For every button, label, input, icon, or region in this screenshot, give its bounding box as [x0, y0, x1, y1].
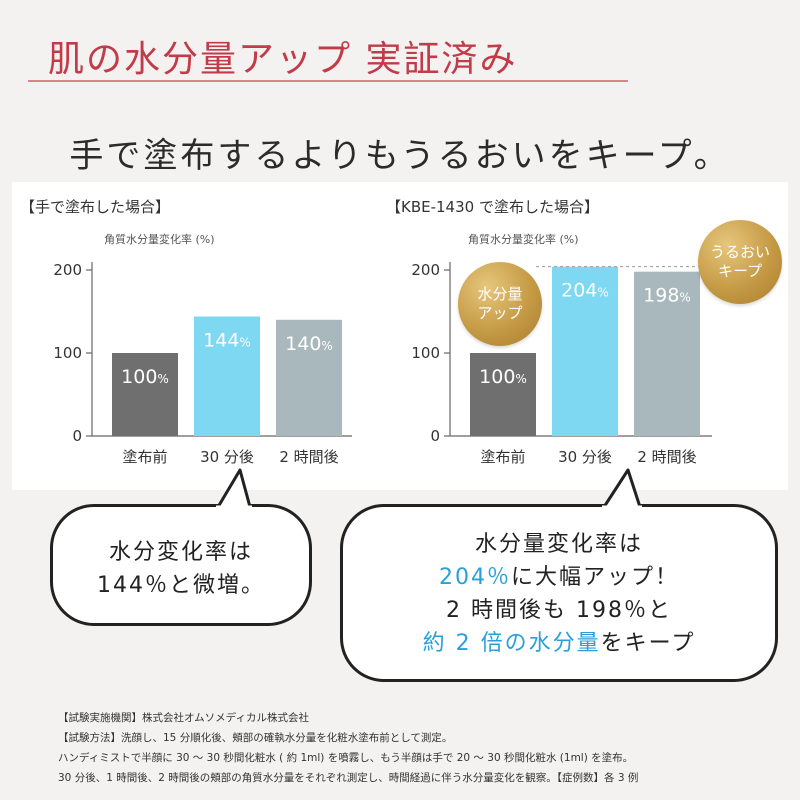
- x-category-label: 塗布前: [480, 448, 525, 466]
- bar-value-number: 140: [285, 333, 321, 355]
- x-category-label: 30 分後: [200, 448, 254, 466]
- y-tick-label: 0: [430, 427, 440, 445]
- y-tick-label: 100: [53, 344, 82, 362]
- bar-2: [276, 319, 342, 436]
- moisture-keep-badge: うるおい キープ: [698, 220, 782, 304]
- bar-value-unit: %: [321, 339, 332, 353]
- bar-value-unit: %: [597, 286, 608, 300]
- headline: 肌の水分量アップ 実証済み: [48, 39, 518, 80]
- bar-value-label: 198%: [643, 285, 691, 307]
- right-bubble-line3: 2 時間後も 198％と: [446, 598, 672, 623]
- bar-value-number: 100: [479, 366, 515, 388]
- bar-1: [552, 266, 618, 436]
- moisture-up-badge-line2: アップ: [477, 304, 523, 322]
- bar-value-unit: %: [239, 335, 250, 349]
- moisture-keep-badge-line2: キープ: [717, 262, 763, 280]
- moisture-up-badge-line1: 水分量: [477, 285, 523, 303]
- x-category-label: 塗布前: [122, 448, 167, 466]
- bar-value-number: 100: [121, 366, 157, 388]
- bar-value-number: 144: [203, 329, 239, 351]
- subheadline: 手で塗布するよりもうるおいをキープ。: [69, 136, 731, 176]
- y-tick-label: 0: [72, 427, 82, 445]
- x-category-label: 30 分後: [558, 448, 612, 466]
- right-bubble-highlight-204: 204％: [438, 565, 511, 590]
- x-category-label: 2 時間後: [637, 448, 696, 466]
- test-notes: 【試験実施機関】株式会社オムソメディカル株式会社 【試験方法】洗顔し、15 分順…: [58, 708, 778, 788]
- left-bubble-line2: 144％と微増。: [97, 573, 265, 598]
- left-speech-bubble: [50, 504, 312, 626]
- y-tick-label: 100: [411, 344, 440, 362]
- chart-hand-application: 【手で塗布した場合】角質水分量変化率 (%) 0 100 200 塗布前 100% 30 分…: [20, 198, 352, 466]
- chart-title: 【KBE-1430 で塗布した場合】: [386, 198, 599, 216]
- bar-value-label: 204%: [561, 280, 609, 302]
- bar-value-label: 144%: [203, 329, 251, 351]
- bar-value-unit: %: [157, 372, 168, 386]
- note-line-2: 【試験方法】洗顔し、15 分順化後、頬部の確執水分量を化粧水塗布前として測定。: [58, 732, 453, 744]
- bar-value-unit: %: [679, 291, 690, 305]
- bar-value-number: 198: [643, 285, 679, 307]
- bar-value-label: 100%: [121, 366, 169, 388]
- right-bubble-tail: [602, 468, 642, 510]
- bar-0: [112, 353, 178, 436]
- left-bubble-line1: 水分変化率は: [108, 540, 253, 565]
- moisture-keep-badge-line1: うるおい: [709, 243, 770, 261]
- y-tick-label: 200: [53, 261, 82, 279]
- right-bubble-line4-rest: をキープ: [600, 631, 696, 656]
- bar-value-label: 140%: [285, 333, 333, 355]
- bar-1: [194, 316, 260, 436]
- chart-kbe-application: 【KBE-1430 で塗布した場合】角質水分量変化率 (%) 0 100 200 塗布前…: [386, 198, 712, 466]
- right-bubble-highlight-double: 約 2 倍の水分量: [422, 631, 601, 656]
- bar-value-label: 100%: [479, 366, 527, 388]
- right-bubble-line2: 204％に大幅アップ！: [340, 561, 778, 594]
- note-line-3: ハンディミストで半顔に 30 ～ 30 秒間化粧水 ( 約 1ml) を噴霧し、…: [58, 752, 634, 764]
- bar-value-number: 204: [561, 280, 597, 302]
- bar-0: [470, 353, 536, 436]
- left-bubble-text: 水分変化率は 144％と微増。: [50, 536, 312, 602]
- bar-value-unit: %: [515, 372, 526, 386]
- right-bubble-line2-rest: に大幅アップ！: [510, 565, 679, 590]
- moisture-up-badge: 水分量 アップ: [458, 262, 542, 346]
- y-axis-label: 角質水分量変化率 (%): [468, 232, 579, 246]
- y-axis-label: 角質水分量変化率 (%): [104, 232, 215, 246]
- headline-divider: [28, 80, 628, 82]
- right-bubble-line1: 水分量変化率は: [474, 532, 643, 557]
- note-line-1: 【試験実施機関】株式会社オムソメディカル株式会社: [58, 712, 309, 724]
- bar-2: [634, 271, 700, 436]
- x-category-label: 2 時間後: [279, 448, 338, 466]
- y-tick-label: 200: [411, 261, 440, 279]
- note-line-4: 30 分後、1 時間後、2 時間後の頬部の角質水分量をそれぞれ測定し、時間経過に…: [58, 772, 639, 784]
- right-bubble-text: 水分量変化率は 204％に大幅アップ！ 2 時間後も 198％と 約 2 倍の水…: [340, 528, 778, 660]
- chart-title: 【手で塗布した場合】: [20, 198, 170, 216]
- right-bubble-line4: 約 2 倍の水分量をキープ: [340, 627, 778, 660]
- right-speech-bubble: [340, 504, 778, 682]
- left-bubble-tail: [216, 468, 252, 510]
